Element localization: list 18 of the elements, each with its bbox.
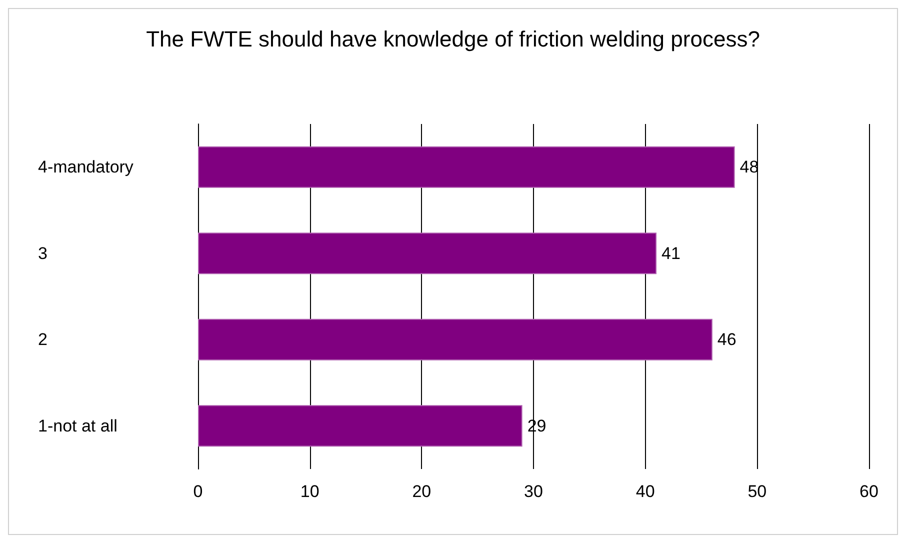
x-tick-label: 0 <box>193 482 203 501</box>
chart-title: The FWTE should have knowledge of friction welding process? <box>146 26 760 52</box>
bar <box>198 146 735 188</box>
y-tick-label: 1-not at all <box>38 416 118 436</box>
y-tick-label: 2 <box>38 330 48 350</box>
bar <box>198 318 712 360</box>
y-tick-label: 4-mandatory <box>38 158 134 177</box>
data-label: 46 <box>717 330 736 350</box>
x-tick-label: 50 <box>748 482 767 501</box>
bar <box>198 405 522 447</box>
x-tick-label: 30 <box>524 482 543 501</box>
bar <box>198 232 657 274</box>
x-tick-label: 10 <box>300 482 320 501</box>
x-tick-label: 40 <box>636 482 655 501</box>
y-tick-label: 3 <box>38 244 48 263</box>
x-tick-label: 60 <box>860 482 878 501</box>
data-label: 41 <box>662 244 680 263</box>
x-tick-label: 20 <box>412 482 432 501</box>
